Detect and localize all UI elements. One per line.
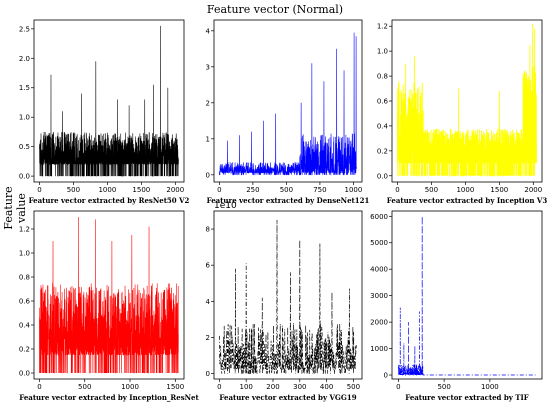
y-tick-label: 0.0 — [19, 370, 30, 378]
y-tick-label: 0 — [206, 171, 210, 179]
x-axis-label: Feature vector extracted by ResNet50 V2 — [29, 196, 190, 205]
y-tick-label: 1 — [206, 135, 210, 143]
x-tick-label: 2000 — [166, 186, 184, 194]
series-line-4 — [39, 216, 179, 374]
y-tick-label: 5000 — [370, 239, 388, 247]
y-tick-label: 1.0 — [19, 114, 30, 122]
series-line-5 — [219, 220, 357, 374]
x-tick-label: 1500 — [132, 186, 150, 194]
y-tick-label: 1.2 — [19, 226, 30, 234]
x-axis-label: Feature vector extracted by DenseNet121 — [207, 196, 370, 205]
x-tick-label: 0 — [37, 186, 41, 194]
y-tick-label: 0.4 — [19, 322, 31, 330]
y-tick-label: 2 — [206, 334, 210, 342]
x-tick-label: 0 — [396, 383, 400, 391]
x-tick-label: 500 — [67, 186, 80, 194]
y-tick-label: 1000 — [370, 345, 388, 353]
y-tick-label: 0.2 — [377, 147, 388, 155]
x-tick-label: 500 — [425, 186, 438, 194]
y-tick-label: 2.5 — [19, 25, 30, 33]
y-exponent: 1e10 — [214, 201, 237, 211]
x-tick-label: 0 — [37, 383, 41, 391]
y-tick-label: 0.5 — [19, 143, 30, 151]
x-tick-label: 1000 — [481, 383, 499, 391]
y-tick-label: 6000 — [370, 213, 388, 221]
series-line-6 — [398, 216, 536, 377]
x-tick-label: 500 — [280, 186, 293, 194]
y-tick-label: 4 — [206, 27, 211, 35]
axes-frame — [33, 19, 185, 183]
series-line-2 — [219, 32, 357, 176]
x-tick-label: 300 — [293, 383, 306, 391]
y-tick-label: 0.6 — [19, 298, 31, 306]
x-axis-label: Feature vector extracted by Inception V3 — [387, 196, 548, 205]
y-tick-label: 4 — [206, 298, 211, 306]
x-axis-label: Feature vector extracted by VGG19 — [219, 393, 356, 402]
x-tick-label: 250 — [246, 186, 259, 194]
x-tick-label: 1000 — [345, 186, 363, 194]
y-tick-label: 1.5 — [19, 84, 30, 92]
y-tick-label: 2.0 — [19, 55, 30, 63]
x-tick-label: 200 — [266, 383, 279, 391]
y-tick-label: 1.0 — [19, 250, 30, 258]
series-line-1 — [39, 25, 179, 177]
y-tick-label: 3 — [206, 63, 210, 71]
x-axis-label: Feature vector extracted by Inception_Re… — [19, 393, 199, 402]
x-axis-label: Feature vector extracted by TIF — [405, 393, 529, 402]
x-tick-label: 500 — [437, 383, 450, 391]
x-tick-label: 2000 — [524, 186, 542, 194]
x-tick-label: 1000 — [98, 186, 116, 194]
y-tick-label: 0.8 — [377, 73, 388, 81]
x-tick-label: 1000 — [456, 186, 474, 194]
y-tick-label: 0.4 — [377, 122, 389, 130]
y-tick-label: 1.2 — [377, 23, 388, 31]
y-tick-label: 0 — [206, 370, 210, 378]
x-tick-label: 400 — [320, 383, 333, 391]
y-tick-label: 0.0 — [377, 172, 388, 180]
panel-5: 0 100 200 300 400 500 0 2 4 6 8 1e10 Feature vector … — [206, 201, 363, 402]
panel-6: 0 500 1000 0 1000 2000 3000 4000 5000 6000 Feature… — [370, 210, 543, 402]
panel-3: 0 500 1000 1500 2000 0.0 0.2 0.4 0.6 0.8 1.0 1.2 Fea… — [377, 19, 548, 205]
x-tick-label: 100 — [239, 383, 252, 391]
y-tick-label: 2 — [206, 99, 210, 107]
x-tick-label: 500 — [347, 383, 360, 391]
y-tick-label: 4000 — [370, 266, 388, 274]
y-tick-label: 0.8 — [19, 274, 30, 282]
y-tick-label: 0.6 — [377, 98, 389, 106]
series-line-3 — [396, 23, 537, 177]
y-tick-label: 8 — [206, 226, 210, 234]
y-tick-label: 3000 — [370, 292, 388, 300]
figure-title: Feature vector (Normal) — [206, 3, 344, 16]
x-tick-label: 1500 — [166, 383, 184, 391]
x-tick-label: 1500 — [490, 186, 508, 194]
y-tick-label: 0 — [384, 372, 388, 380]
x-tick-label: 500 — [78, 383, 91, 391]
panel-2: 0 250 500 750 1000 0 1 2 3 4 Feature vector extrac… — [206, 19, 370, 205]
y-tick-label: 2000 — [370, 319, 388, 327]
panel-4: 0 500 1000 1500 0.0 0.2 0.4 0.6 0.8 1.0 1.2 Feature… — [19, 210, 199, 402]
y-tick-label: 6 — [206, 262, 211, 270]
axes-frame — [213, 19, 363, 183]
x-tick-label: 0 — [217, 383, 221, 391]
x-tick-label: 0 — [395, 186, 399, 194]
x-tick-label: 1000 — [121, 383, 139, 391]
axes-frame — [33, 210, 185, 380]
y-tick-label: 0.0 — [19, 173, 30, 181]
y-tick-label: 1.0 — [377, 48, 388, 56]
axes-frame — [213, 210, 363, 380]
y-tick-label: 0.2 — [19, 346, 30, 354]
axes-frame — [391, 210, 543, 380]
panel-1: 0 500 1000 1500 2000 0.0 0.5 1.0 1.5 2.0 2.5 Featur… — [19, 19, 190, 205]
x-tick-label: 0 — [217, 186, 221, 194]
x-tick-label: 750 — [313, 186, 326, 194]
